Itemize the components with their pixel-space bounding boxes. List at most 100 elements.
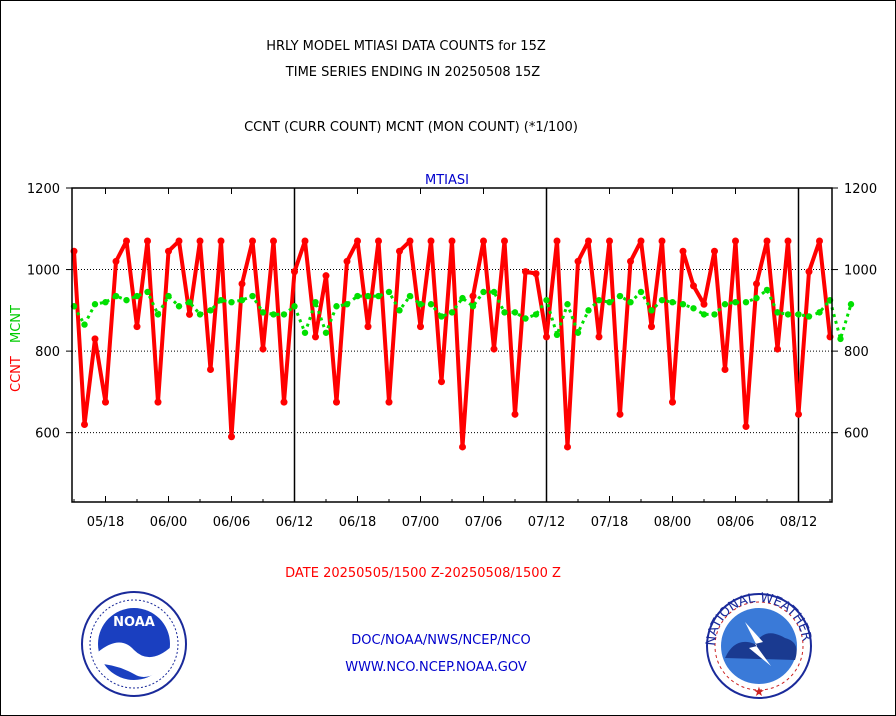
data-point-ccnt [375,237,382,245]
x-tick-label: 07/00 [402,515,439,530]
data-point-ccnt [721,365,729,373]
data-point-mcnt [616,292,624,300]
noaa-logo: NOAA [81,591,187,697]
data-point-ccnt [238,280,246,288]
data-point-ccnt [816,237,823,245]
data-point-mcnt [637,288,645,296]
data-point-mcnt [301,329,309,336]
data-point-ccnt [217,237,225,245]
data-point-ccnt [763,237,771,245]
data-point-mcnt [648,307,655,314]
y-tick-label-right: 800 [844,345,869,360]
data-point-mcnt [249,292,256,300]
data-point-ccnt [742,423,750,431]
data-point-ccnt [207,365,214,373]
data-point-ccnt [175,237,183,245]
data-point-mcnt [354,292,361,300]
data-point-ccnt [259,345,267,353]
data-point-ccnt [333,398,340,406]
data-point-mcnt [522,315,529,322]
x-tick-label: 06/06 [213,515,250,530]
data-point-mcnt [469,303,477,310]
data-point-ccnt [711,247,718,255]
data-point-mcnt [595,296,603,304]
data-point-mcnt [364,292,372,300]
data-point-ccnt [606,237,613,245]
y-tick-label-left: 1200 [27,182,60,197]
data-point-ccnt [81,421,88,429]
data-point-mcnt [343,301,351,308]
x-tick-label: 07/12 [528,515,565,530]
data-point-ccnt [91,335,99,343]
data-point-mcnt [847,301,855,308]
chart-subtitle: CCNT (CURR COUNT) MCNT (MON COUNT) (*1/1… [244,120,578,135]
data-point-mcnt [805,313,813,320]
data-point-ccnt [795,410,802,418]
data-point-mcnt [322,329,330,336]
y-tick-label-right: 1200 [844,182,877,197]
data-point-mcnt [91,301,99,308]
data-point-mcnt [774,309,781,316]
data-point-ccnt [154,398,162,406]
data-point-mcnt [763,286,771,294]
data-point-mcnt [532,311,540,318]
y-axis-label-ccnt: CCNT [9,356,24,392]
data-point-ccnt [543,333,550,341]
x-tick-label: 05/18 [87,515,124,530]
data-point-mcnt [375,292,382,300]
data-point-mcnt [385,288,393,296]
data-point-ccnt [144,237,151,245]
data-point-ccnt [312,333,319,341]
data-point-ccnt [805,268,813,276]
data-point-ccnt [280,398,288,406]
y-tick-label-right: 600 [844,427,869,442]
data-point-ccnt [354,237,361,245]
data-point-mcnt [207,307,214,314]
data-point-ccnt [564,443,571,451]
data-point-mcnt [669,298,676,306]
y-tick-label-left: 800 [35,345,60,360]
data-point-mcnt [133,292,141,300]
data-point-ccnt [249,237,256,245]
data-point-ccnt [774,345,781,353]
data-point-ccnt [595,333,603,341]
site-link[interactable]: WWW.NCO.NCEP.NOAA.GOV [345,660,527,675]
data-point-mcnt [396,307,403,314]
data-point-mcnt [259,309,267,316]
data-point-ccnt [648,323,655,331]
data-point-ccnt [343,257,351,265]
data-point-mcnt [81,321,88,328]
y-tick-label-right: 1000 [844,264,877,279]
data-point-mcnt [679,301,687,308]
data-point-mcnt [165,292,172,300]
data-point-ccnt [364,323,372,331]
data-point-mcnt [700,311,708,318]
data-point-mcnt [837,335,844,343]
data-point-ccnt [501,237,508,245]
data-point-ccnt [511,410,519,418]
data-point-ccnt [228,433,235,441]
data-point-mcnt [175,303,183,310]
data-point-mcnt [438,313,445,320]
data-point-mcnt [543,296,550,304]
data-point-mcnt [427,301,435,308]
data-point-mcnt [795,311,802,318]
data-point-mcnt [606,298,613,306]
data-point-ccnt [448,237,456,245]
data-point-mcnt [144,288,151,296]
data-point-ccnt [291,268,298,276]
data-point-ccnt [658,237,666,245]
data-point-ccnt [165,247,172,255]
data-point-ccnt [270,237,277,245]
data-point-mcnt [721,301,729,308]
data-point-mcnt [333,303,340,310]
data-point-mcnt [627,298,634,306]
data-point-mcnt [784,311,792,318]
data-point-ccnt [574,257,582,265]
x-tick-label: 08/06 [717,515,754,530]
x-tick-label: 07/06 [465,515,502,530]
data-point-ccnt [459,443,466,451]
data-point-mcnt [186,298,193,306]
x-tick-label: 08/00 [654,515,691,530]
